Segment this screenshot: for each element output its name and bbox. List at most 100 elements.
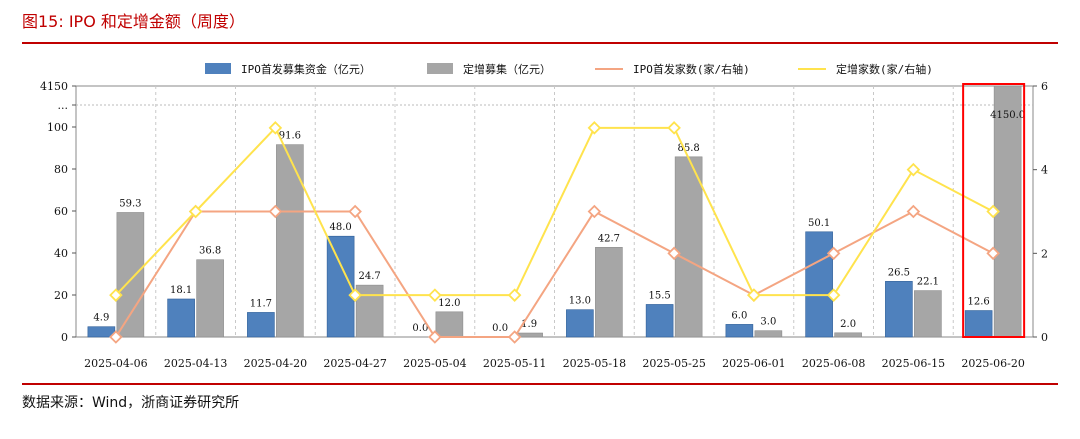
- placement-count-point: [507, 288, 522, 302]
- legend-swatch: [427, 63, 453, 74]
- x-tick-label: 2025-04-27: [323, 357, 386, 370]
- ipo-amount-label: 0.0: [412, 323, 428, 334]
- placement-amount-bar: [834, 332, 862, 338]
- placement-amount-bar: [196, 259, 224, 338]
- y-left-tick-label: 4150: [40, 80, 68, 93]
- placement-amount-label: 59.3: [119, 198, 141, 209]
- x-tick-label: 2025-04-13: [164, 357, 227, 370]
- legend-label: 定增募集（亿元）: [463, 62, 551, 76]
- legend-label: IPO首发募集资金（亿元）: [241, 62, 371, 76]
- source-note: 数据来源：Wind，浙商证券研究所: [22, 395, 240, 411]
- y-left-tick-label: 80: [54, 163, 68, 176]
- placement-amount-label: 1.9: [521, 319, 537, 330]
- ipo-amount-bar: [247, 312, 275, 338]
- placement-count-point: [906, 162, 921, 177]
- y-left-tick-label: 100: [47, 121, 68, 134]
- x-tick-label: 2025-05-25: [642, 357, 705, 370]
- legend-label: 定增家数(家/右轴): [836, 62, 933, 76]
- ipo-amount-bar: [725, 324, 754, 338]
- y-left-tick-label: 0: [61, 331, 68, 344]
- ipo-amount-label: 18.1: [170, 285, 192, 296]
- ipo-amount-bar: [885, 281, 913, 338]
- placement-amount-label: 2.0: [840, 319, 856, 330]
- y-left-tick-label: 20: [54, 289, 68, 302]
- ipo-count-point: [428, 330, 442, 344]
- placement-count-point: [188, 204, 203, 219]
- x-tick-label: 2025-04-20: [244, 357, 307, 370]
- ipo-amount-bar: [805, 231, 833, 338]
- y-left-tick-label: 40: [54, 247, 68, 260]
- ipo-count-point: [986, 246, 1000, 261]
- ipo-amount-label: 11.7: [250, 298, 272, 309]
- ipo-amount-label: 0.0: [492, 323, 508, 334]
- legend-swatch: [205, 63, 231, 74]
- y-right-tick-label: 6: [1041, 80, 1048, 93]
- placement-count-point: [268, 121, 283, 135]
- placement-amount-bar: [754, 330, 783, 338]
- placement-amount-label: 85.8: [677, 143, 699, 154]
- placement-amount-bar: [276, 144, 304, 338]
- placement-count-line: [115, 126, 994, 297]
- placement-count-point: [428, 288, 442, 302]
- placement-amount-bar: [355, 284, 384, 338]
- y-right-tick-label: 2: [1041, 247, 1048, 260]
- placement-amount-label: 12.0: [438, 298, 460, 309]
- placement-count-point: [109, 288, 123, 302]
- ipo-count-point: [507, 330, 522, 344]
- placement-amount-label: 42.7: [598, 233, 620, 244]
- ipo-amount-bar: [566, 309, 594, 338]
- title-divider: [22, 42, 1058, 44]
- x-tick-label: 2025-05-11: [483, 357, 546, 370]
- y-left-tick-label: ...: [58, 99, 69, 112]
- placement-amount-label: 91.6: [279, 131, 301, 142]
- placement-count-point: [348, 288, 362, 302]
- ipo-amount-label: 4.9: [93, 313, 109, 324]
- ipo-amount-label: 26.5: [888, 267, 910, 278]
- placement-count-point: [826, 288, 841, 302]
- placement-amount-bar: [595, 247, 623, 338]
- ipo-amount-label: 13.0: [569, 296, 591, 307]
- placement-amount-bar: [914, 290, 942, 338]
- ipo-count-line: [115, 210, 994, 338]
- footer-divider: [22, 383, 1058, 385]
- y-right-tick-label: 0: [1041, 331, 1048, 344]
- y-left-tick-label: 60: [54, 205, 68, 218]
- ipo-amount-label: 50.1: [808, 218, 830, 229]
- ipo-amount-bar: [645, 304, 674, 338]
- ipo-amount-label: 48.0: [329, 222, 351, 233]
- ipo-count-point: [667, 246, 681, 261]
- ipo-count-point: [587, 204, 602, 219]
- x-tick-label: 2025-04-06: [84, 357, 147, 370]
- ipo-amount-label: 6.0: [731, 310, 747, 321]
- placement-count-point: [986, 204, 1000, 219]
- ipo-amount-bar: [964, 310, 993, 338]
- placement-amount-label: 24.7: [358, 271, 380, 282]
- placement-amount-label: 22.1: [917, 277, 939, 288]
- y-right-tick-label: 4: [1041, 164, 1048, 177]
- ipo-count-point: [268, 204, 283, 219]
- placement-count-point: [667, 121, 681, 135]
- placement-amount-bar: [674, 156, 703, 338]
- ipo-amount-bar: [326, 235, 355, 338]
- x-tick-label: 2025-06-08: [802, 357, 865, 370]
- placement-count-point: [747, 288, 761, 302]
- ipo-amount-label: 15.5: [648, 290, 670, 301]
- legend-label: IPO首发家数(家/右轴): [633, 62, 750, 76]
- ipo-count-point: [348, 204, 362, 219]
- ipo-count-point: [109, 330, 123, 344]
- placement-amount-label: 3.0: [760, 317, 776, 328]
- x-tick-label: 2025-06-15: [882, 357, 945, 370]
- placement-amount-label: 4150.0: [990, 110, 1025, 121]
- ipo-count-point: [826, 246, 841, 261]
- ipo-amount-bar: [167, 298, 195, 338]
- highlight-box: [962, 83, 1026, 338]
- placement-count-point: [587, 121, 602, 135]
- ipo-amount-label: 12.6: [967, 297, 989, 308]
- x-tick-label: 2025-05-04: [403, 357, 466, 370]
- x-tick-label: 2025-06-20: [961, 357, 1024, 370]
- placement-amount-bar: [435, 311, 464, 338]
- figure-title: 图15: IPO 和定增金额（周度）: [22, 12, 245, 31]
- placement-amount-bar: [116, 212, 145, 338]
- ipo-count-point: [906, 204, 921, 219]
